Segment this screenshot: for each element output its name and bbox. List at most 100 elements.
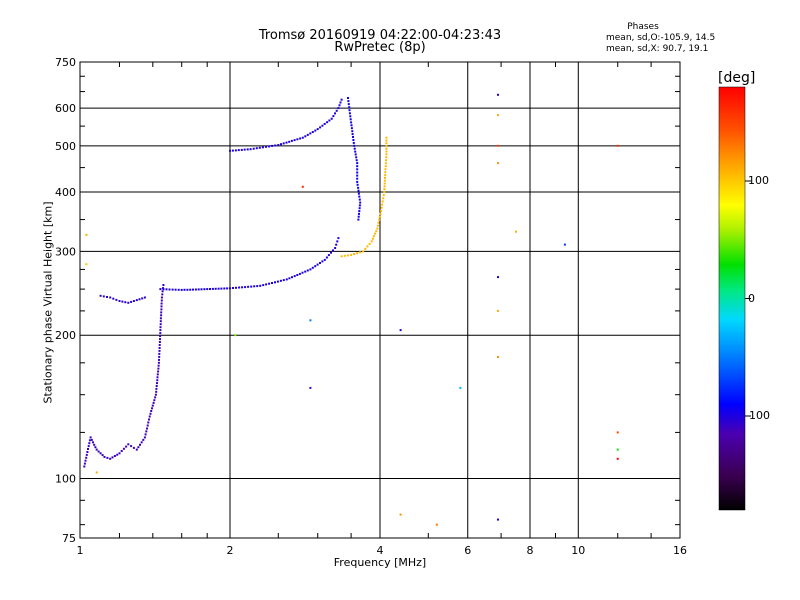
echo-point — [285, 278, 288, 281]
echo-point — [309, 132, 312, 135]
echo-point — [384, 176, 386, 179]
echo-point — [214, 287, 217, 290]
echo-point — [231, 149, 234, 152]
echo-point — [150, 410, 153, 412]
echo-point — [323, 258, 326, 261]
echo-point — [268, 282, 271, 285]
x-tick-label: 16 — [673, 544, 687, 557]
echo-point — [383, 182, 386, 185]
echo-point — [497, 162, 499, 165]
echo-point — [346, 254, 349, 257]
echo-point — [140, 441, 143, 444]
echo-point — [156, 376, 159, 379]
echo-point — [101, 454, 104, 457]
echo-point — [250, 285, 253, 288]
echo-point — [159, 335, 162, 338]
echo-point — [159, 288, 162, 291]
echo-point — [385, 159, 387, 162]
echo-point — [383, 185, 386, 188]
echo-point — [271, 282, 273, 284]
echo-point — [347, 103, 350, 106]
echo-point — [357, 215, 360, 218]
echo-point — [497, 309, 499, 312]
echo-point — [383, 190, 386, 193]
echo-point — [301, 136, 304, 139]
echo-point — [262, 284, 265, 287]
echo-point — [132, 446, 135, 449]
echo-point — [118, 452, 121, 455]
echo-point — [249, 148, 252, 151]
echo-point — [88, 439, 91, 442]
echo-point — [350, 124, 353, 127]
echo-point — [155, 387, 158, 390]
echo-point — [95, 471, 98, 474]
echo-point — [356, 165, 359, 168]
echo-point — [375, 230, 378, 233]
echo-point — [399, 513, 402, 516]
echo-point — [116, 453, 119, 456]
echo-point — [616, 457, 619, 460]
echo-point — [385, 153, 388, 156]
echo-point — [314, 129, 317, 132]
echo-point — [309, 319, 312, 322]
echo-point — [162, 287, 164, 290]
echo-point — [358, 195, 361, 198]
echo-point — [121, 300, 124, 303]
echo-point — [160, 311, 163, 314]
echo-point — [384, 168, 387, 171]
echo-point — [380, 206, 383, 209]
echo-point — [234, 334, 237, 337]
phase-o-stats: mean, sd,O:-105.9, 14.5 — [606, 33, 716, 43]
echo-point — [296, 138, 299, 141]
x-tick-label: 4 — [377, 544, 384, 557]
echo-point — [371, 237, 374, 240]
echo-point — [352, 141, 355, 144]
echo-point — [240, 148, 243, 151]
echo-point — [301, 185, 304, 188]
echo-point — [459, 386, 462, 389]
x-tick-label: 6 — [464, 544, 471, 557]
echo-point — [358, 210, 361, 213]
echo-point — [337, 237, 340, 240]
y-tick-label: 100 — [55, 473, 76, 486]
echo-point — [359, 201, 362, 204]
echo-point — [148, 418, 150, 421]
echo-point — [298, 272, 301, 275]
echo-point — [194, 288, 197, 291]
echo-point — [311, 266, 314, 269]
echo-point — [399, 329, 402, 332]
echo-point — [146, 427, 148, 430]
echo-point — [137, 446, 140, 449]
echo-point — [115, 298, 118, 301]
echo-point — [106, 456, 109, 459]
echo-point — [97, 450, 100, 453]
echo-point — [229, 287, 231, 290]
echo-point — [232, 287, 234, 289]
echo-point — [280, 143, 282, 146]
echo-point — [87, 448, 89, 450]
echo-point — [382, 197, 385, 200]
echo-point — [356, 168, 359, 171]
axis-ticks: 1 2 4 6 8 10 16 75 100 200 300 400 500 600 750 — [55, 56, 751, 557]
echo-point — [350, 127, 353, 130]
echo-point — [226, 287, 229, 290]
echo-point — [244, 286, 247, 289]
echo-point — [124, 301, 127, 304]
echo-point — [384, 162, 387, 165]
echo-point — [349, 118, 352, 121]
echo-points — [83, 93, 619, 526]
echo-point — [89, 436, 92, 439]
echo-point — [277, 144, 280, 146]
echo-point — [243, 148, 246, 151]
colorbar — [718, 86, 746, 511]
echo-point — [497, 518, 499, 521]
echo-point — [132, 300, 135, 302]
echo-point — [135, 299, 138, 302]
echo-point — [83, 462, 86, 465]
echo-point — [85, 233, 88, 236]
echo-point — [330, 251, 332, 254]
echo-point — [358, 212, 360, 215]
echo-point — [102, 295, 105, 298]
echo-point — [156, 373, 159, 376]
